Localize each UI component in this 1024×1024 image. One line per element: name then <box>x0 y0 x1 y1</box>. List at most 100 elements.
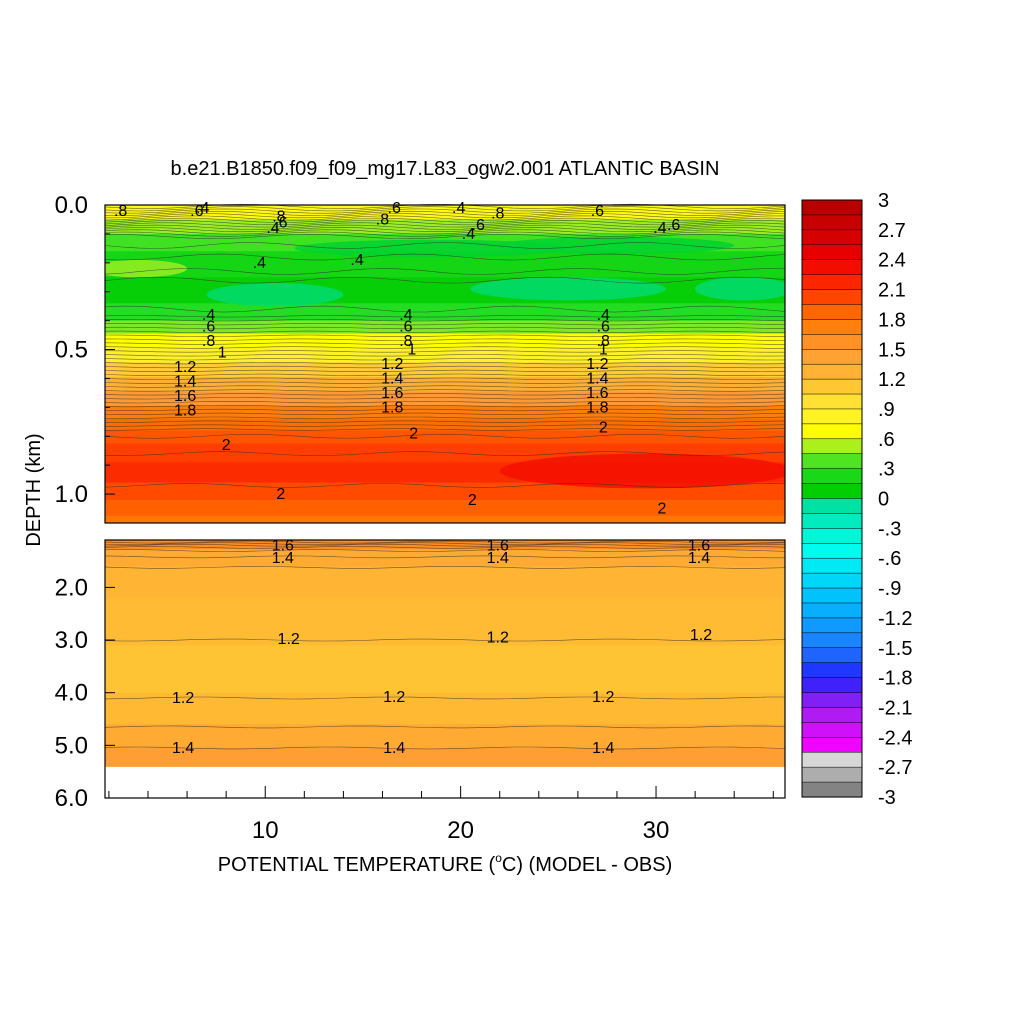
y-tick-label: 1.0 <box>55 481 88 508</box>
field-patch <box>206 283 344 307</box>
colorbar-swatch <box>801 662 863 679</box>
contour-label: .6 <box>202 318 215 335</box>
contour-label: .8 <box>491 206 504 223</box>
contour-label: .6 <box>190 203 203 220</box>
contour-line <box>104 433 786 439</box>
colorbar-swatch <box>801 199 863 216</box>
contour-label: .4 <box>399 307 412 324</box>
contour-line <box>104 566 786 569</box>
colorbar-label: .9 <box>878 399 895 421</box>
upper-panel-fill <box>105 205 785 523</box>
contour-line <box>104 397 786 400</box>
contour-line <box>104 369 786 373</box>
colorbar-swatch <box>801 334 863 350</box>
contour-label: 1.8 <box>381 399 403 416</box>
contour-label: 1.4 <box>381 370 403 387</box>
contour-label: 1.8 <box>174 402 196 419</box>
contour-line <box>104 428 786 431</box>
contour-line <box>104 373 786 376</box>
colorbar-label: -2.1 <box>878 697 912 719</box>
contour-line <box>104 268 786 275</box>
contour-label: 1.4 <box>172 740 194 757</box>
lower-panel-frame <box>104 539 786 799</box>
contour-line <box>104 549 786 552</box>
colorbar-swatch <box>801 319 863 335</box>
contour-label: .4 <box>253 255 266 272</box>
lower-panel-fill <box>105 540 785 767</box>
contour-label: 2 <box>599 420 608 437</box>
contour-label: .6 <box>274 214 287 231</box>
field-patch <box>105 259 188 278</box>
contour-line <box>104 483 786 488</box>
contour-label: 2 <box>222 437 231 454</box>
contour-line <box>104 213 786 219</box>
contour-label: 1 <box>599 342 608 359</box>
contour-line <box>104 338 786 341</box>
colorbar-swatch <box>801 468 863 485</box>
contour-line <box>104 542 786 546</box>
colorbar-swatch <box>801 751 863 768</box>
contour-label: .8 <box>202 333 215 350</box>
contour-line <box>104 381 786 384</box>
field-patch <box>294 239 569 258</box>
contour-label: 1.2 <box>278 631 300 648</box>
chart-title: b.e21.B1850.f09_f09_mg17.L83_ogw2.001 AT… <box>171 158 720 180</box>
contour-label: 1.2 <box>586 356 608 373</box>
contour-lines <box>104 203 786 750</box>
colorbar-swatch <box>801 781 863 798</box>
y-axis-label: DEPTH (km) <box>23 433 45 546</box>
colorbar-swatch <box>801 692 863 709</box>
colorbar-swatch <box>801 572 863 589</box>
contour-line <box>104 696 785 700</box>
colorbar-swatch <box>801 393 863 410</box>
contour-line <box>104 543 786 547</box>
colorbar-swatch <box>801 498 863 514</box>
colorbar-swatch <box>801 513 863 529</box>
colorbar-swatch <box>801 304 863 320</box>
contour-label: .4 <box>653 220 666 237</box>
upper-panel-band <box>105 391 785 407</box>
colorbar-label: -2.7 <box>878 757 912 779</box>
contour-line <box>104 451 786 456</box>
contour-line <box>104 319 786 322</box>
contour-line <box>104 365 786 369</box>
colorbar-swatch <box>801 274 863 291</box>
lower-panel-band <box>105 566 785 599</box>
contour-line <box>104 401 786 404</box>
y-tick-label: 0.5 <box>55 337 88 364</box>
colorbar-swatch <box>801 363 863 380</box>
colorbar-label: 2.4 <box>878 250 906 272</box>
contour-label: 1.2 <box>690 627 712 644</box>
contour-line <box>104 377 786 380</box>
contour-line <box>104 227 786 233</box>
colorbar-label: 2.7 <box>878 220 906 242</box>
contour-label: 1.6 <box>272 537 294 554</box>
contour-label: .8 <box>597 333 610 350</box>
colorbar-swatch <box>801 438 863 455</box>
colorbar-swatch <box>801 737 863 753</box>
contour-line <box>104 215 785 221</box>
lower-panel-band <box>105 692 785 725</box>
colorbar-swatch <box>801 647 863 664</box>
contour-line <box>104 322 786 326</box>
y-tick-label: 4.0 <box>55 680 88 707</box>
colorbar-label: 1.2 <box>878 369 906 391</box>
colorbar-label: -2.4 <box>878 727 912 749</box>
colorbar-swatch <box>801 349 863 365</box>
lower-panel-band <box>105 549 785 567</box>
upper-panel-frame <box>104 204 786 524</box>
colorbar-label: .3 <box>878 459 895 481</box>
upper-panel-band <box>105 333 785 349</box>
contour-line <box>105 233 786 240</box>
contour-label: .6 <box>667 217 680 234</box>
y-tick-label: 2.0 <box>55 574 88 601</box>
contour-line <box>104 210 786 216</box>
contour-line <box>104 217 786 223</box>
colorbar-label: -.3 <box>878 518 901 540</box>
colorbar-swatch <box>801 722 863 738</box>
contour-line <box>104 315 786 318</box>
contour-label: .6 <box>472 217 485 234</box>
colorbar-swatch <box>801 557 863 574</box>
lower-panel-band <box>105 724 785 749</box>
contour-line <box>104 206 786 212</box>
